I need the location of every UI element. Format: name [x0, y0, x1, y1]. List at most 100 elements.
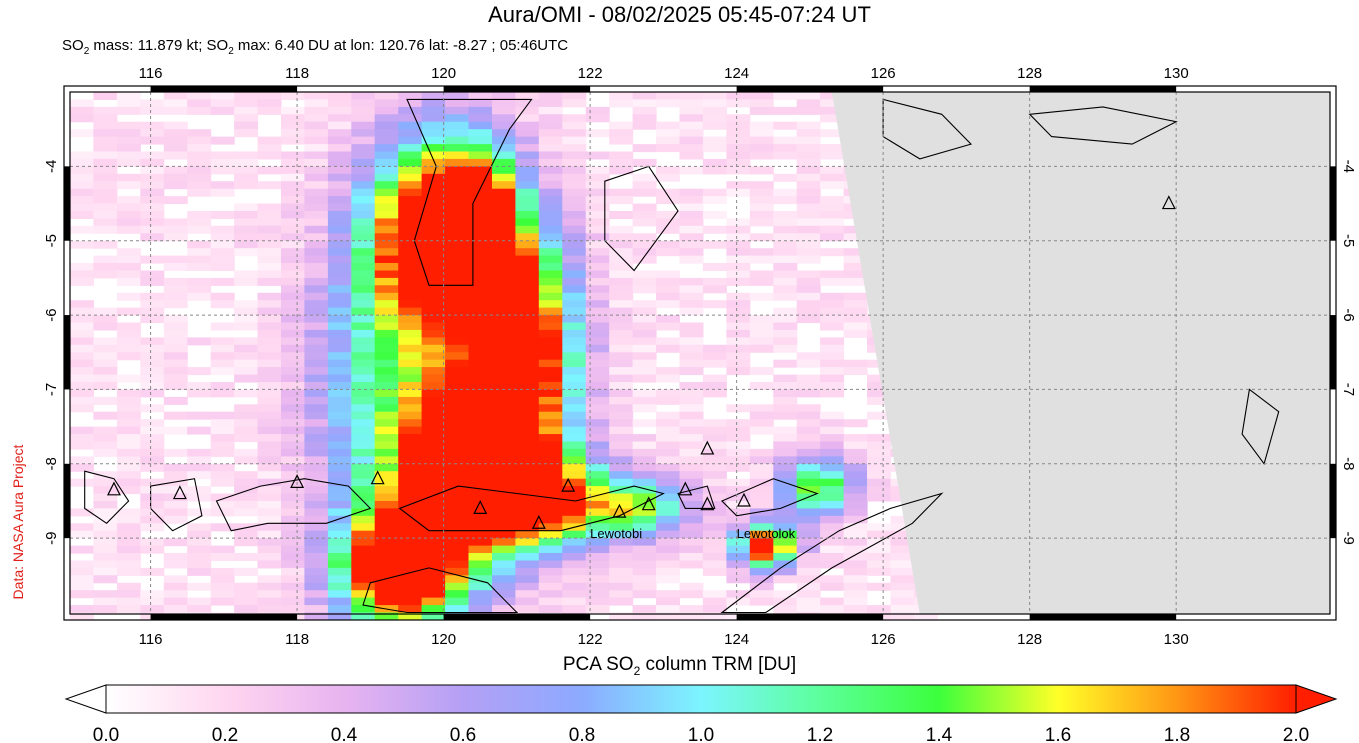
so2-pixel — [820, 344, 845, 353]
so2-pixel — [281, 233, 305, 242]
so2-pixel — [210, 99, 235, 108]
so2-pixel — [327, 396, 352, 405]
so2-pixel — [562, 396, 587, 405]
so2-pixel — [773, 382, 798, 390]
so2-pixel — [281, 411, 305, 420]
so2-pixel — [632, 352, 657, 361]
so2-pixel — [796, 255, 821, 264]
so2-pixel — [234, 367, 259, 376]
so2-pixel — [398, 374, 423, 383]
so2-pixel — [773, 501, 798, 509]
so2-pixel — [796, 188, 821, 197]
so2-pixel — [327, 203, 352, 212]
so2-pixel — [257, 597, 282, 606]
so2-pixel — [749, 508, 774, 517]
so2-pixel — [234, 166, 259, 175]
so2-pixel — [492, 352, 516, 361]
so2-pixel — [93, 553, 118, 561]
so2-pixel — [421, 181, 446, 190]
so2-pixel — [257, 300, 282, 309]
so2-pixel — [820, 114, 845, 123]
so2-pixel — [327, 478, 352, 487]
so2-pixel — [257, 315, 282, 324]
so2-pixel — [281, 92, 305, 100]
so2-pixel — [468, 285, 493, 294]
so2-pixel — [187, 285, 212, 294]
so2-pixel — [468, 411, 493, 420]
so2-pixel — [351, 582, 376, 591]
so2-pixel — [562, 501, 587, 509]
so2-pixel — [632, 158, 657, 167]
so2-pixel — [538, 367, 563, 376]
so2-pixel — [820, 508, 845, 517]
so2-pixel — [70, 590, 94, 599]
so2-pixel — [374, 404, 399, 413]
so2-pixel — [374, 129, 399, 138]
colorbar-min-arrow — [64, 684, 107, 714]
so2-pixel — [304, 270, 329, 279]
so2-pixel — [93, 545, 118, 554]
so2-pixel — [93, 144, 118, 153]
so2-pixel — [398, 605, 423, 614]
so2-pixel — [93, 575, 118, 584]
so2-pixel — [749, 486, 774, 495]
so2-pixel — [749, 344, 774, 353]
so2-pixel — [374, 248, 399, 257]
so2-pixel — [187, 292, 212, 301]
so2-pixel — [562, 530, 587, 539]
so2-pixel — [398, 114, 423, 123]
so2-pixel — [913, 612, 938, 621]
volcano-icon — [106, 481, 121, 496]
so2-pixel — [656, 196, 680, 205]
so2-pixel — [820, 315, 845, 324]
so2-pixel — [93, 382, 118, 390]
so2-pixel — [140, 359, 165, 368]
so2-pixel — [304, 367, 329, 376]
so2-pixel — [468, 92, 493, 100]
so2-pixel — [468, 300, 493, 309]
so2-pixel — [281, 188, 305, 197]
so2-pixel — [70, 203, 94, 212]
so2-pixel — [702, 300, 727, 309]
so2-pixel — [843, 367, 868, 376]
so2-pixel — [187, 248, 212, 257]
so2-pixel — [234, 181, 259, 190]
so2-pixel — [445, 158, 470, 167]
so2-pixel — [210, 188, 235, 197]
so2-pixel — [116, 411, 141, 420]
so2-pixel — [585, 233, 610, 242]
so2-pixel — [562, 515, 587, 524]
so2-pixel — [538, 255, 563, 264]
so2-pixel — [749, 329, 774, 338]
so2-pixel — [632, 575, 657, 584]
so2-pixel — [609, 359, 634, 368]
so2-pixel — [749, 553, 774, 561]
so2-pixel — [702, 486, 727, 495]
so2-pixel — [632, 218, 657, 227]
so2-pixel — [187, 255, 212, 264]
so2-pixel — [515, 501, 540, 509]
so2-pixel — [749, 493, 774, 502]
so2-pixel — [632, 463, 657, 472]
so2-pixel — [163, 300, 188, 309]
so2-pixel — [421, 203, 446, 212]
so2-pixel — [163, 605, 188, 614]
so2-pixel — [327, 255, 352, 264]
so2-pixel — [163, 471, 188, 480]
so2-pixel — [374, 456, 399, 465]
so2-pixel — [70, 344, 94, 353]
so2-pixel — [70, 196, 94, 205]
axis-labels: 1161161181181201201221221241241261261281… — [43, 65, 1357, 648]
so2-pixel — [702, 389, 727, 398]
so2-pixel — [398, 129, 423, 138]
so2-pixel — [351, 560, 376, 569]
so2-pixel — [70, 181, 94, 190]
so2-pixel — [327, 389, 352, 398]
so2-pixel — [492, 114, 516, 123]
volcano-icon — [531, 514, 546, 529]
so2-pixel — [562, 411, 587, 420]
so2-pixel — [327, 218, 352, 227]
so2-pixel — [210, 575, 235, 584]
so2-pixel — [234, 471, 259, 480]
coastline — [721, 478, 819, 517]
